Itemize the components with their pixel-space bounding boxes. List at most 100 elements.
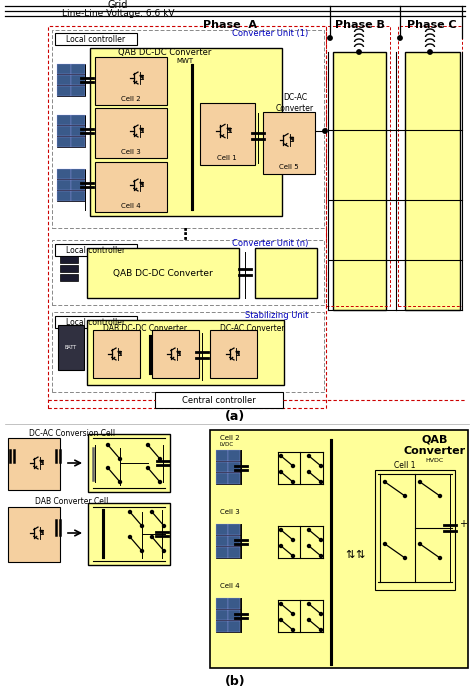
Text: DC-AC Conversion Cell: DC-AC Conversion Cell	[29, 428, 115, 437]
Circle shape	[151, 511, 154, 514]
Circle shape	[308, 618, 310, 622]
Bar	[90, 48, 282, 216]
Circle shape	[146, 443, 149, 446]
Bar	[52, 30, 324, 228]
Bar	[375, 470, 455, 590]
Bar	[228, 462, 240, 473]
Text: QAB DC-DC Converter: QAB DC-DC Converter	[118, 47, 212, 56]
Bar	[155, 392, 283, 408]
Bar	[95, 162, 167, 212]
Circle shape	[146, 466, 149, 470]
Bar	[57, 64, 85, 96]
Text: QAB DC-DC Converter: QAB DC-DC Converter	[113, 269, 213, 278]
Bar	[57, 126, 71, 136]
Polygon shape	[40, 530, 43, 534]
Text: Grid: Grid	[108, 0, 128, 10]
Bar	[57, 115, 71, 126]
Bar	[71, 115, 85, 126]
Bar	[71, 126, 85, 136]
Circle shape	[323, 129, 327, 133]
Bar	[48, 26, 326, 408]
Bar	[87, 320, 284, 385]
Circle shape	[419, 543, 421, 545]
Bar	[57, 115, 85, 147]
Text: Cell 1: Cell 1	[394, 461, 416, 470]
Bar	[60, 256, 78, 263]
Text: Converter Unit (1): Converter Unit (1)	[232, 28, 308, 37]
Circle shape	[280, 545, 283, 548]
Circle shape	[308, 545, 310, 548]
Bar	[216, 547, 228, 558]
Bar	[57, 169, 71, 179]
Bar	[55, 316, 137, 328]
Circle shape	[403, 495, 407, 498]
Circle shape	[118, 480, 121, 484]
Bar	[8, 438, 60, 490]
Polygon shape	[118, 351, 121, 355]
Text: Cell 3: Cell 3	[220, 509, 240, 515]
Text: Cell 2: Cell 2	[220, 435, 240, 441]
Circle shape	[319, 555, 322, 557]
Circle shape	[118, 457, 121, 461]
Circle shape	[280, 455, 283, 457]
Bar	[55, 33, 137, 45]
Text: Local controller: Local controller	[66, 317, 126, 326]
Bar	[333, 52, 386, 310]
Text: QAB
Converter: QAB Converter	[404, 434, 466, 456]
Circle shape	[319, 464, 322, 468]
Bar	[95, 108, 167, 158]
Circle shape	[292, 539, 294, 541]
Bar	[93, 330, 140, 378]
Bar	[52, 312, 324, 392]
Text: HVDC: HVDC	[426, 459, 444, 464]
Circle shape	[308, 471, 310, 473]
Text: MWT: MWT	[176, 58, 193, 64]
Text: LVDC: LVDC	[220, 443, 234, 448]
Circle shape	[140, 525, 144, 527]
Bar	[405, 52, 460, 310]
Bar	[71, 65, 85, 74]
Bar	[398, 26, 462, 306]
Polygon shape	[40, 460, 43, 464]
Text: BATT: BATT	[65, 344, 77, 350]
Bar	[216, 536, 228, 546]
Circle shape	[383, 543, 386, 545]
Circle shape	[438, 557, 441, 559]
Bar	[58, 325, 84, 370]
Bar	[88, 434, 170, 492]
Bar	[263, 112, 315, 174]
Text: Converter Unit (n): Converter Unit (n)	[232, 239, 308, 248]
Bar	[228, 524, 240, 535]
Circle shape	[158, 457, 162, 461]
Circle shape	[292, 464, 294, 468]
Text: (a): (a)	[225, 409, 245, 423]
Circle shape	[308, 455, 310, 457]
Bar	[57, 180, 71, 190]
Text: Phase B: Phase B	[335, 20, 385, 30]
Polygon shape	[236, 351, 239, 355]
Bar	[71, 180, 85, 190]
Bar	[216, 450, 228, 461]
Text: Central controller: Central controller	[182, 396, 256, 405]
Bar	[87, 248, 239, 298]
Circle shape	[328, 36, 332, 40]
Text: Local controller: Local controller	[66, 35, 126, 44]
Bar	[210, 330, 257, 378]
Circle shape	[163, 550, 165, 552]
Circle shape	[292, 555, 294, 557]
Circle shape	[128, 511, 131, 514]
Circle shape	[107, 443, 109, 446]
Text: Phase  A: Phase A	[203, 20, 257, 30]
Circle shape	[398, 36, 402, 40]
Text: Cell 3: Cell 3	[121, 149, 141, 155]
Bar	[216, 524, 240, 558]
Bar	[88, 503, 170, 565]
Bar	[228, 450, 240, 461]
Circle shape	[419, 480, 421, 484]
Bar	[95, 57, 167, 105]
Bar	[200, 103, 255, 165]
Bar	[216, 621, 228, 632]
Circle shape	[280, 602, 283, 605]
Circle shape	[308, 602, 310, 605]
Polygon shape	[227, 128, 231, 132]
